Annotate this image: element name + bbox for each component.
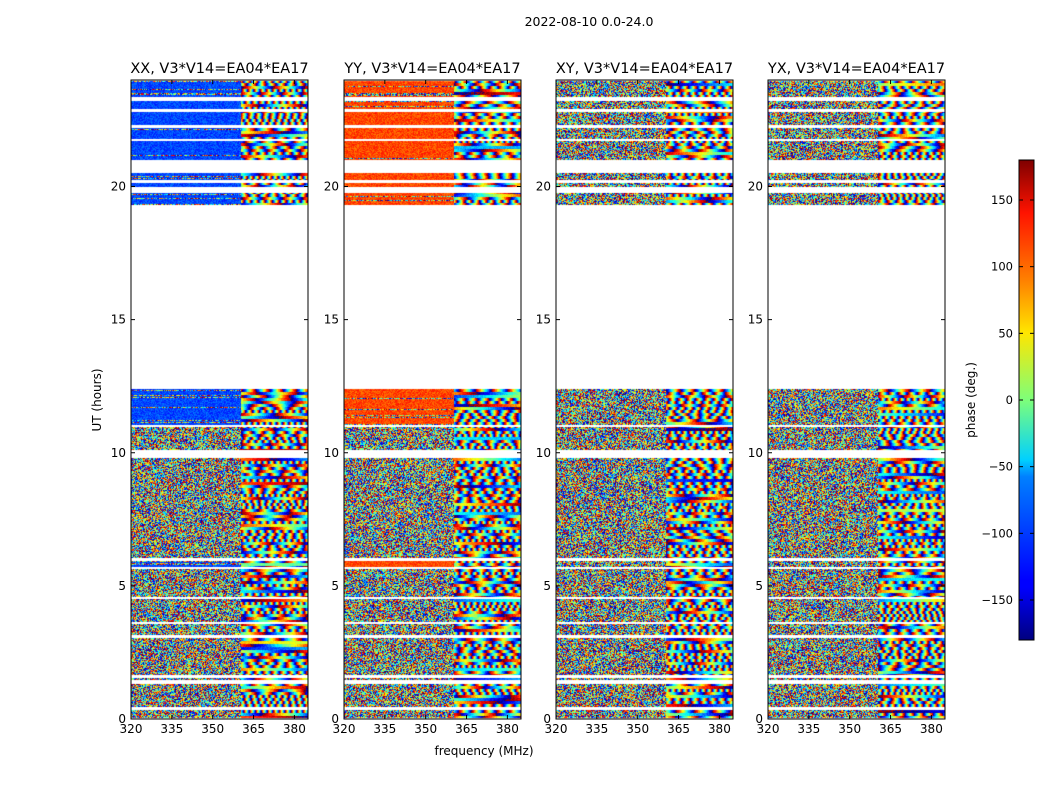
y-tick-label: 15 (111, 313, 126, 327)
y-tick-label: 15 (324, 313, 339, 327)
y-axis-label: UT (hours) (90, 368, 104, 431)
y-tick-label: 20 (536, 180, 551, 194)
x-tick-label: 365 (667, 722, 690, 736)
panel-title: XX, V3*V14=EA04*EA17 (130, 61, 308, 77)
panel-title: YX, V3*V14=EA04*EA17 (767, 61, 945, 77)
colorbar-tick-label: −50 (989, 460, 1013, 474)
y-tick-label: 5 (543, 579, 551, 593)
y-tick-label: 5 (755, 579, 763, 593)
colorbar-tick-label: 50 (998, 326, 1013, 340)
panel-frame (343, 79, 522, 720)
panels: XX, V3*V14=EA04*EA17 320 335 350 365 380 0 5 10 1… (111, 61, 946, 736)
x-tick-label: 365 (455, 722, 478, 736)
x-tick-label: 320 (757, 722, 780, 736)
panel-0: XX, V3*V14=EA04*EA17 320 335 350 365 380 0 5 10 1… (111, 61, 309, 736)
y-tick-label: 20 (111, 180, 126, 194)
panel-frame (767, 79, 946, 720)
y-tick-label: 5 (331, 579, 339, 593)
colorbar: −150 −100 −50 0 50 100 150 phase (deg.) (964, 159, 1035, 641)
y-tick-label: 10 (111, 446, 126, 460)
x-tick-label: 320 (545, 722, 568, 736)
panel-frame (130, 79, 309, 720)
x-tick-label: 380 (496, 722, 519, 736)
colorbar-tick-label: −100 (981, 526, 1013, 540)
panel-2: XY, V3*V14=EA04*EA17 320 335 350 365 380 0 5 10 1… (536, 61, 734, 736)
y-tick-label: 10 (748, 446, 763, 460)
panel-frame (555, 79, 734, 720)
y-tick-label: 10 (324, 446, 339, 460)
y-tick-label: 5 (118, 579, 126, 593)
panel-title: XY, V3*V14=EA04*EA17 (556, 61, 733, 77)
figure-title: 2022-08-10 0.0-24.0 (525, 14, 654, 29)
y-tick-label: 15 (748, 313, 763, 327)
colorbar-tick-label: 0 (1006, 393, 1013, 407)
x-tick-label: 350 (838, 722, 861, 736)
x-tick-label: 365 (242, 722, 265, 736)
x-tick-label: 350 (414, 722, 437, 736)
x-axis-label: frequency (MHz) (434, 744, 533, 758)
x-tick-label: 380 (708, 722, 731, 736)
y-tick-label: 0 (118, 712, 126, 726)
x-tick-label: 380 (283, 722, 306, 736)
panel-title: YY, V3*V14=EA04*EA17 (343, 61, 520, 77)
x-tick-label: 365 (879, 722, 902, 736)
y-tick-label: 20 (748, 180, 763, 194)
x-tick-label: 335 (373, 722, 396, 736)
x-tick-label: 380 (920, 722, 943, 736)
x-tick-label: 335 (160, 722, 183, 736)
x-tick-label: 320 (333, 722, 356, 736)
y-tick-label: 10 (536, 446, 551, 460)
phase-raster (344, 80, 521, 719)
x-tick-label: 320 (120, 722, 143, 736)
phase-raster (768, 80, 945, 719)
colorbar-ticks: −150 −100 −50 0 50 100 150 (981, 193, 1034, 607)
colorbar-tick-label: −150 (981, 593, 1013, 607)
phase-raster (556, 80, 733, 719)
panel-3: YX, V3*V14=EA04*EA17 320 335 350 365 380 0 5 10 1… (748, 61, 946, 736)
colorbar-tick-label: 100 (991, 260, 1013, 274)
y-tick-label: 20 (324, 180, 339, 194)
x-tick-label: 335 (797, 722, 820, 736)
panel-1: YY, V3*V14=EA04*EA17 320 335 350 365 380 0 5 10 1… (324, 61, 522, 736)
x-tick-label: 350 (201, 722, 224, 736)
y-tick-label: 0 (755, 712, 763, 726)
x-tick-label: 335 (585, 722, 608, 736)
x-tick-label: 350 (626, 722, 649, 736)
y-tick-label: 0 (331, 712, 339, 726)
y-tick-label: 15 (536, 313, 551, 327)
colorbar-label: phase (deg.) (964, 362, 978, 438)
phase-raster (131, 80, 308, 719)
colorbar-tick-label: 150 (991, 193, 1013, 207)
y-tick-label: 0 (543, 712, 551, 726)
